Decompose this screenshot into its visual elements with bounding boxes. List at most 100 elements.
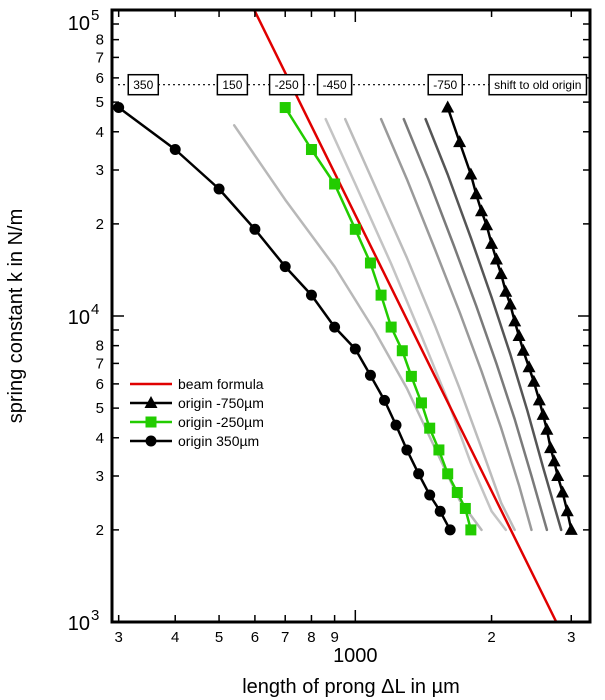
- y-tick-label: 8: [96, 32, 104, 49]
- y-tick-label-major: 10 4: [68, 301, 100, 329]
- data-point: [378, 394, 390, 406]
- shift-box-frame: [127, 73, 160, 96]
- x-tick-label: 3: [114, 629, 122, 646]
- series-2: [279, 102, 477, 536]
- y-tick-label-exponent: 4: [91, 301, 99, 318]
- legend-marker: [144, 396, 158, 408]
- shift-box-label: -750: [433, 78, 457, 92]
- data-point: [442, 468, 454, 480]
- y-tick-label: 2: [96, 216, 104, 233]
- y-tick-label: 7: [96, 49, 104, 66]
- y-tick-label-base: 10: [68, 307, 90, 329]
- series-line: [446, 106, 573, 532]
- legend-item: origin 350µm: [130, 433, 259, 449]
- legend-item: origin -250µm: [130, 414, 264, 430]
- data-point: [469, 187, 483, 200]
- data-point: [516, 343, 530, 356]
- data-point: [551, 469, 565, 482]
- data-point: [249, 223, 261, 235]
- shift-box-frame: [427, 73, 463, 96]
- data-point: [434, 505, 446, 517]
- data-point: [279, 261, 291, 273]
- data-point: [213, 183, 225, 195]
- series-8: [402, 117, 549, 532]
- y-tick-label: 6: [96, 70, 104, 87]
- y-tick-label-major: 10 5: [68, 7, 100, 35]
- data-point: [413, 468, 425, 480]
- data-point: [532, 393, 546, 406]
- data-point: [480, 218, 494, 231]
- series-3: [113, 102, 456, 536]
- data-point: [536, 407, 550, 420]
- series-line: [402, 117, 549, 532]
- series-6: [343, 117, 516, 532]
- series-line: [117, 106, 452, 532]
- data-point: [465, 524, 477, 536]
- legend-label: origin 350µm: [178, 433, 259, 449]
- data-point: [279, 102, 291, 114]
- shift-box: -750: [427, 73, 463, 96]
- series-1: [441, 100, 578, 535]
- y-tick-label-exponent: 3: [91, 607, 99, 624]
- y-tick-label: 7: [96, 355, 104, 372]
- data-point: [453, 135, 467, 148]
- data-point: [540, 422, 554, 435]
- data-point: [349, 223, 361, 235]
- data-point: [508, 314, 522, 327]
- x-tick-label: 8: [307, 629, 315, 646]
- series-line: [324, 117, 508, 532]
- plot-frame: [110, 8, 592, 624]
- legend-marker: [145, 416, 157, 428]
- x-tick-label: 3: [567, 629, 575, 646]
- data-point: [375, 289, 387, 301]
- shift-box-label: 150: [222, 78, 242, 92]
- shift-box-label: shift to old origin: [494, 78, 581, 92]
- x-tick-label: 9: [330, 629, 338, 646]
- legend: beam formula origin -750µm origin -250µm or…: [130, 376, 264, 449]
- y-tick-label: 3: [96, 162, 104, 179]
- shift-box: 150: [216, 73, 249, 96]
- legend-item: origin -750µm: [130, 395, 264, 411]
- data-point: [489, 252, 503, 265]
- shift-box: shift to old origin: [488, 73, 588, 96]
- x-tick-label: 4: [171, 629, 179, 646]
- series-line: [343, 117, 516, 532]
- y-tick-label: 4: [96, 124, 104, 141]
- data-point: [364, 369, 376, 381]
- data-point: [364, 257, 376, 269]
- series-5: [324, 117, 508, 532]
- y-tick-label: 6: [96, 376, 104, 393]
- shift-box-frame: [316, 73, 353, 96]
- shift-box: -450: [316, 73, 353, 96]
- series-line: [379, 117, 533, 532]
- series-0: [253, 10, 558, 624]
- legend-item: beam formula: [130, 376, 264, 392]
- series-layer: [113, 10, 578, 624]
- x-tick-label-major: 1000: [333, 645, 378, 667]
- shift-box-label: -450: [323, 78, 347, 92]
- y-axis-label: spring constant k in N/m: [5, 209, 27, 424]
- legend-label: beam formula: [178, 376, 264, 392]
- x-tick-label: 6: [251, 629, 259, 646]
- data-point: [305, 289, 317, 301]
- shift-box: 350: [127, 73, 160, 96]
- y-tick-label-exponent: 5: [91, 7, 99, 24]
- data-point: [441, 100, 455, 113]
- data-point: [385, 321, 397, 333]
- data-point: [305, 144, 317, 156]
- data-point: [349, 343, 361, 355]
- series-line: [424, 117, 563, 532]
- data-point: [560, 504, 574, 517]
- y-tick-label: 5: [96, 94, 104, 111]
- series-line: [253, 10, 558, 624]
- data-point: [113, 102, 125, 114]
- legend-label: origin -250µm: [178, 414, 264, 430]
- data-point: [503, 297, 517, 310]
- data-point: [329, 178, 341, 190]
- data-point: [424, 422, 436, 434]
- data-point: [527, 374, 541, 387]
- data-point: [433, 444, 445, 456]
- data-point: [512, 329, 526, 342]
